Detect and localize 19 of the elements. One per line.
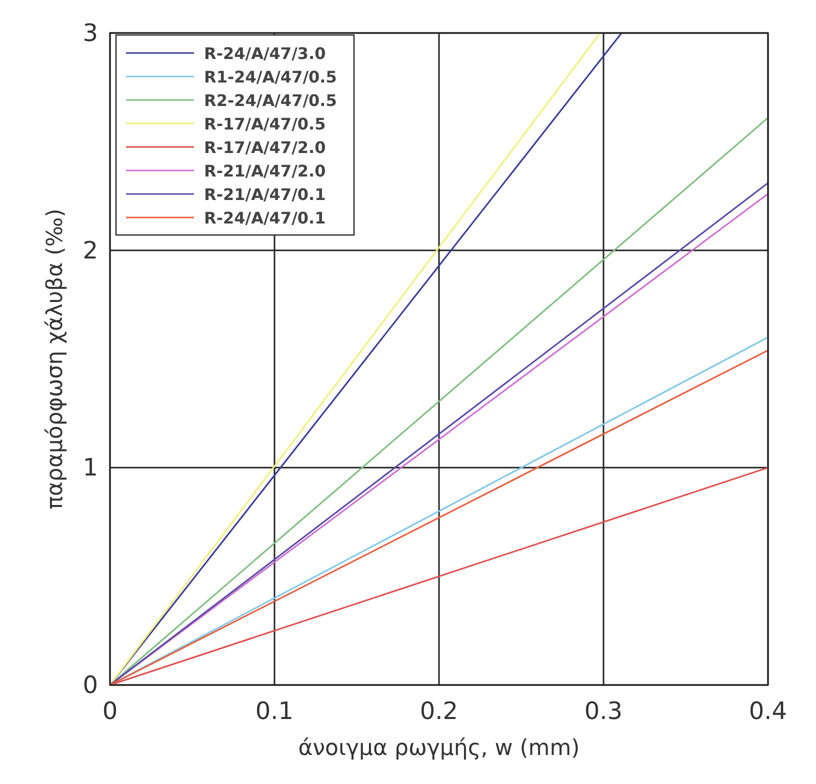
x-tick-label: 0 (102, 697, 118, 725)
y-tick-label: 0 (82, 671, 98, 699)
legend-label: R1-24/A/47/0.5 (204, 68, 337, 86)
x-tick-label: 0.3 (584, 697, 623, 725)
legend-label: R-21/A/47/0.1 (204, 185, 326, 204)
x-axis-title: άνοιγμα ρωγμής, w (mm) (298, 736, 580, 761)
legend-label: R2-24/A/47/0.5 (204, 91, 337, 110)
legend-label: R-24/A/47/3.0 (204, 44, 326, 63)
y-axis-title: παραμόρφωση χάλυβα (‰) (43, 208, 68, 510)
legend-label: R-17/A/47/2.0 (204, 138, 326, 157)
x-tick-label: 0.4 (748, 697, 788, 725)
y-tick-label: 3 (82, 19, 98, 47)
x-tick-label: 0.2 (420, 697, 458, 725)
x-tick-label: 0.1 (255, 697, 294, 725)
legend-label: R-17/A/47/0.5 (204, 114, 326, 134)
legend-label: R-21/A/47/2.0 (204, 162, 326, 180)
legend-label: R-24/A/47/0.1 (204, 208, 326, 228)
y-tick-label: 2 (82, 236, 98, 264)
y-tick-label: 1 (82, 454, 98, 482)
